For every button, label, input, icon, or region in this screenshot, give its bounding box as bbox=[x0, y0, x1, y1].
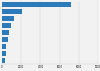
Bar bbox=[2, 30, 9, 35]
Bar bbox=[2, 23, 11, 28]
Bar bbox=[2, 2, 71, 8]
Bar bbox=[2, 58, 5, 63]
Bar bbox=[2, 51, 6, 56]
Bar bbox=[2, 44, 6, 49]
Bar bbox=[2, 37, 8, 42]
Bar bbox=[2, 9, 22, 14]
Bar bbox=[2, 16, 14, 21]
